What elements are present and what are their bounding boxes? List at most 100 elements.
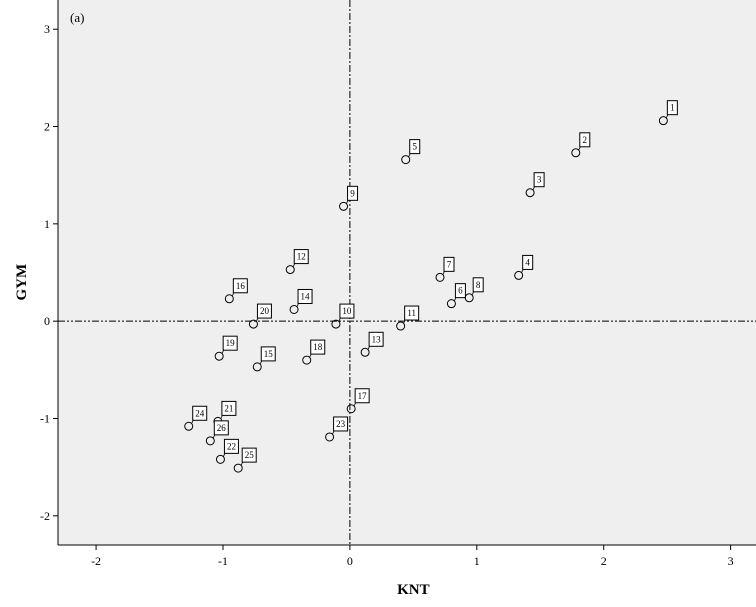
point-label: 18	[313, 342, 323, 352]
x-tick-label: -2	[91, 554, 101, 568]
data-point-10: 10	[331, 303, 355, 329]
data-point-12: 12	[285, 249, 309, 275]
point-label: 21	[224, 403, 233, 413]
point-label: 12	[297, 252, 306, 262]
point-marker	[435, 272, 445, 282]
point-label-box	[297, 288, 313, 304]
point-marker	[233, 463, 243, 473]
point-label-box	[472, 277, 484, 293]
point-marker	[339, 201, 349, 211]
x-axis-title: KNT	[397, 582, 430, 598]
point-marker	[360, 347, 370, 357]
point-marker	[401, 155, 411, 165]
point-label: 14	[301, 291, 311, 301]
point-label: 5	[412, 142, 417, 152]
point-marker	[464, 293, 474, 303]
point-marker	[525, 188, 535, 198]
point-label: 6	[458, 286, 463, 296]
point-label-box	[222, 335, 238, 351]
data-point-24: 24	[184, 405, 208, 431]
point-label: 22	[227, 441, 236, 451]
point-marker	[571, 148, 581, 158]
point-marker	[658, 116, 668, 126]
point-label-box	[666, 100, 678, 116]
point-marker	[331, 319, 341, 329]
axes	[57, 0, 756, 546]
point-label-box	[333, 416, 349, 432]
data-point-1: 1	[658, 100, 678, 126]
point-label: 16	[236, 281, 246, 291]
point-marker	[248, 319, 258, 329]
point-label: 23	[336, 419, 346, 429]
reference-lines	[58, 0, 756, 545]
data-point-25: 25	[233, 447, 257, 473]
point-marker	[184, 421, 194, 431]
point-label-box	[443, 256, 455, 272]
panel-label: (a)	[70, 10, 84, 25]
data-point-8: 8	[464, 277, 484, 303]
point-marker	[205, 436, 215, 446]
data-point-4: 4	[514, 254, 534, 280]
plot-area	[58, 0, 756, 545]
point-label: 7	[447, 259, 452, 269]
data-point-7: 7	[435, 256, 455, 282]
y-axis-title: GYM	[14, 264, 30, 301]
y-tick-label: 1	[44, 217, 50, 231]
point-label: 25	[245, 450, 255, 460]
data-point-2: 2	[571, 132, 591, 158]
point-label-box	[232, 278, 248, 294]
data-point-3: 3	[525, 172, 545, 198]
data-point-26: 26	[205, 420, 229, 446]
y-tick-label: 2	[44, 120, 50, 134]
point-marker	[396, 321, 406, 331]
point-label-box	[368, 331, 384, 347]
point-label: 9	[350, 188, 355, 198]
point-label-box	[454, 283, 466, 299]
point-label-box	[409, 139, 421, 155]
point-label: 13	[372, 334, 382, 344]
point-marker	[289, 304, 299, 314]
data-point-5: 5	[401, 139, 421, 165]
data-point-17: 17	[346, 388, 370, 414]
data-point-9: 9	[339, 185, 359, 211]
data-point-18: 18	[302, 339, 326, 365]
data-point-23: 23	[325, 416, 349, 442]
point-label: 26	[217, 423, 227, 433]
point-label: 1	[670, 103, 675, 113]
point-label: 2	[583, 135, 588, 145]
point-label-box	[241, 447, 257, 463]
y-tick-label: -1	[40, 411, 50, 425]
data-point-6: 6	[446, 283, 466, 309]
data-point-13: 13	[360, 331, 384, 357]
point-label-box	[256, 303, 272, 319]
point-marker	[346, 404, 356, 414]
x-tick-label: -1	[218, 554, 228, 568]
point-label-box	[223, 438, 239, 454]
point-label: 4	[525, 257, 530, 267]
y-tick-label: -2	[40, 509, 50, 523]
point-marker	[215, 454, 225, 464]
data-point-20: 20	[248, 303, 272, 329]
point-marker	[325, 432, 335, 442]
point-label: 8	[476, 280, 481, 290]
data-point-14: 14	[289, 288, 313, 314]
point-label-box	[579, 132, 591, 148]
point-label: 19	[226, 338, 236, 348]
x-tick-label: 1	[474, 554, 480, 568]
point-label: 10	[342, 306, 352, 316]
y-tick-label: 0	[44, 314, 50, 328]
point-marker	[214, 351, 224, 361]
point-marker	[514, 270, 524, 280]
point-label-box	[533, 172, 545, 188]
point-marker	[446, 299, 456, 309]
point-label-box	[522, 254, 534, 270]
x-tick-label: 3	[728, 554, 734, 568]
point-label-box	[213, 420, 229, 436]
point-label: 17	[358, 391, 368, 401]
point-marker	[252, 362, 262, 372]
point-label: 3	[537, 175, 542, 185]
point-label-box	[339, 303, 355, 319]
point-label: 15	[264, 349, 274, 359]
